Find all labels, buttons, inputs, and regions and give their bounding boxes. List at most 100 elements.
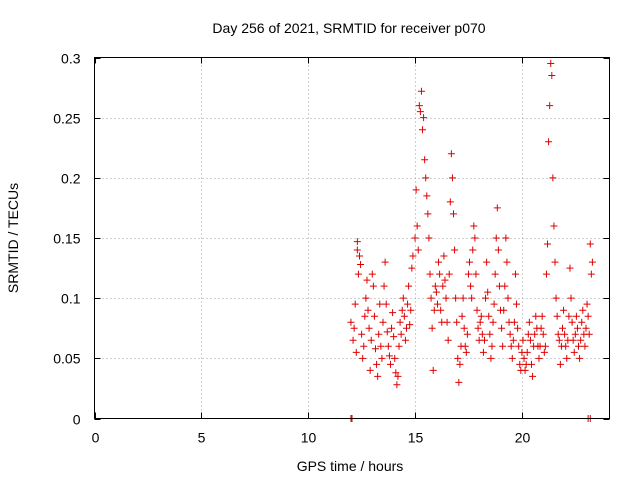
data-point	[504, 294, 512, 302]
data-point	[493, 204, 501, 212]
data-point	[570, 348, 578, 356]
data-point	[411, 234, 419, 242]
data-point	[477, 312, 485, 320]
data-point	[531, 330, 539, 338]
data-point	[491, 270, 499, 278]
data-point	[478, 330, 486, 338]
data-point	[545, 138, 553, 146]
data-point	[519, 336, 527, 344]
data-point	[579, 306, 587, 314]
data-point	[546, 102, 554, 110]
data-point	[419, 126, 427, 134]
x-tick-label: 10	[301, 430, 317, 446]
data-point	[455, 378, 463, 386]
data-point	[359, 354, 367, 362]
data-point	[400, 312, 408, 320]
data-point	[537, 324, 545, 332]
data-point	[484, 288, 492, 296]
data-point	[563, 354, 571, 362]
data-point	[347, 318, 355, 326]
y-tick-label: 0.3	[61, 51, 81, 67]
data-point	[540, 348, 548, 356]
data-point	[353, 238, 361, 246]
data-points	[347, 60, 596, 422]
data-point	[492, 234, 500, 242]
data-point	[385, 352, 393, 360]
data-point	[498, 324, 506, 332]
data-point	[393, 381, 401, 389]
data-point	[444, 336, 452, 344]
data-point	[409, 252, 417, 260]
data-point	[542, 270, 550, 278]
data-point	[423, 192, 431, 200]
data-point	[569, 336, 577, 344]
data-point	[539, 330, 547, 338]
data-point	[435, 258, 443, 266]
data-point	[567, 294, 575, 302]
data-point	[525, 318, 533, 326]
data-point	[421, 156, 429, 164]
data-point	[420, 114, 428, 122]
data-point	[433, 300, 441, 308]
data-point	[377, 342, 385, 350]
data-point	[552, 294, 560, 302]
data-point	[365, 324, 373, 332]
data-point	[358, 330, 366, 338]
data-point	[471, 234, 479, 242]
data-point	[581, 342, 589, 350]
y-tick-label: 0.2	[61, 171, 81, 187]
data-point	[535, 354, 543, 362]
data-point	[572, 312, 580, 320]
data-point	[430, 306, 438, 314]
data-point	[562, 342, 570, 350]
data-point	[372, 345, 380, 353]
data-point	[488, 342, 496, 350]
data-point	[584, 312, 592, 320]
data-point	[451, 246, 459, 254]
data-point	[452, 294, 460, 302]
data-point	[426, 270, 434, 278]
data-point	[428, 324, 436, 332]
data-point	[382, 300, 390, 308]
data-point	[395, 342, 403, 350]
data-point	[547, 60, 555, 68]
data-point	[501, 282, 509, 290]
data-point	[575, 342, 583, 350]
data-point	[582, 324, 590, 332]
data-point	[482, 294, 490, 302]
data-point	[490, 300, 498, 308]
data-point	[361, 312, 369, 320]
data-point	[446, 198, 454, 206]
data-point	[587, 270, 595, 278]
data-point	[573, 324, 581, 332]
data-point	[388, 324, 396, 332]
y-tick-label: 0.15	[53, 231, 80, 247]
data-point	[383, 328, 391, 336]
chart-title: Day 256 of 2021, SRMTID for receiver p07…	[212, 20, 485, 36]
x-axis-title: GPS time / hours	[297, 458, 404, 474]
data-point	[468, 294, 476, 302]
data-point	[422, 174, 430, 182]
data-point	[427, 294, 435, 302]
data-point	[448, 174, 456, 182]
data-point	[404, 300, 412, 308]
data-point	[585, 330, 593, 338]
data-point	[399, 294, 407, 302]
data-point	[528, 360, 536, 368]
data-point	[494, 246, 502, 254]
data-point	[392, 369, 400, 377]
data-point	[442, 294, 450, 302]
x-tick-label: 0	[92, 430, 100, 446]
data-point	[566, 264, 574, 272]
data-point	[379, 318, 387, 326]
data-point	[486, 330, 494, 338]
data-point	[561, 330, 569, 338]
data-point	[568, 318, 576, 326]
data-point	[456, 360, 464, 368]
data-point	[549, 174, 557, 182]
data-point	[414, 246, 422, 254]
data-point	[565, 312, 573, 320]
data-point	[483, 258, 491, 266]
data-point	[429, 366, 437, 374]
data-point	[349, 336, 357, 344]
